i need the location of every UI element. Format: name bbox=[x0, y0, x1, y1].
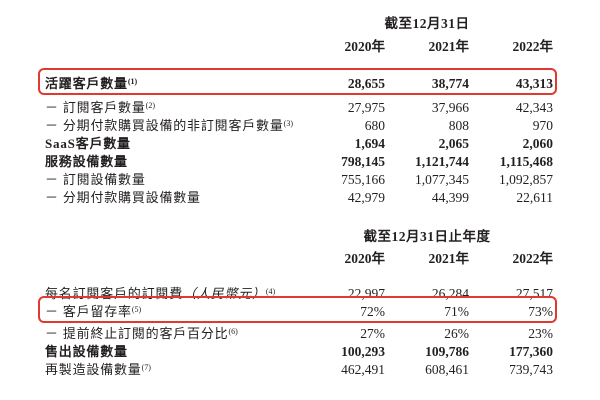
value-2022: 27,517 bbox=[515, 286, 553, 301]
value-2022: 22,611 bbox=[516, 190, 553, 205]
period-header: 截至12月31日 bbox=[384, 16, 470, 31]
metrics-table-year-ended-dec31: 截至12月31日止年度 2020年 2021年 2022年 每名訂閱客戶的訂閱費… bbox=[38, 228, 557, 379]
value-2021: 608,461 bbox=[425, 362, 469, 377]
value-2022: 1,092,857 bbox=[499, 172, 553, 187]
value-2020: 27,975 bbox=[347, 100, 385, 115]
period-header-row: 截至12月31日 bbox=[45, 15, 553, 33]
table-row-subscription-customers: － 訂閱客戶數量(2) 27,975 37,966 42,343 bbox=[45, 99, 553, 117]
row-label: 每名訂閱客戶的訂閱費（人民幣元）(4) bbox=[45, 285, 301, 303]
row-label: － 客戶留存率(5) bbox=[45, 303, 301, 321]
table-row-devices-in-service: 服務設備數量 798,145 1,121,744 1,115,468 bbox=[45, 153, 553, 171]
row-label: 服務設備數量 bbox=[45, 153, 301, 171]
value-2022: 23% bbox=[528, 326, 553, 341]
row-label-text: 活躍客戶數量 bbox=[45, 76, 128, 91]
period-header-row: 截至12月31日止年度 bbox=[45, 228, 553, 246]
table-row-active-customers: 活躍客戶數量(1) 28,655 38,774 43,313 bbox=[38, 68, 557, 95]
row-label-text: 售出設備數量 bbox=[45, 344, 128, 359]
value-2021: 1,121,744 bbox=[415, 154, 469, 169]
row-label-text: － 提前終止訂閱的客戶百分比 bbox=[45, 326, 229, 341]
row-label-text: － 訂閱設備數量 bbox=[45, 172, 146, 187]
row-label-text: 服務設備數量 bbox=[45, 154, 128, 169]
row-label: － 分期付款購買設備數量 bbox=[45, 189, 301, 207]
table-row-subscription-devices: － 訂閱設備數量 755,166 1,077,345 1,092,857 bbox=[45, 171, 553, 189]
row-label: 再製造設備數量(7) bbox=[45, 361, 301, 379]
row-label: 活躍客戶數量(1) bbox=[45, 75, 301, 93]
row-label-text: 每名訂閱客戶的訂閱費 bbox=[45, 286, 184, 301]
year-column-header-2021: 2021年 bbox=[428, 39, 470, 54]
table-row-installment-nonsubscription-customers: － 分期付款購買設備的非訂閱客戶數量(3) 680 808 970 bbox=[45, 117, 553, 135]
value-2020: 42,979 bbox=[347, 190, 385, 205]
footnote-marker: (4) bbox=[265, 287, 276, 296]
value-2022: 42,343 bbox=[515, 100, 553, 115]
value-2020: 27% bbox=[360, 326, 385, 341]
value-2022: 739,743 bbox=[509, 362, 553, 377]
row-label: － 提前終止訂閱的客戶百分比(6) bbox=[45, 325, 301, 343]
value-2021: 26% bbox=[444, 326, 469, 341]
value-2020: 462,491 bbox=[341, 362, 385, 377]
value-2020: 680 bbox=[364, 118, 385, 133]
row-label: － 分期付款購買設備的非訂閱客戶數量(3) bbox=[45, 117, 301, 135]
value-2021: 1,077,345 bbox=[415, 172, 469, 187]
value-2020: 100,293 bbox=[341, 344, 385, 359]
value-2020: 22,997 bbox=[347, 286, 385, 301]
value-2022: 1,115,468 bbox=[499, 154, 553, 169]
value-2020: 72% bbox=[360, 304, 385, 319]
row-label-text: 再製造設備數量 bbox=[45, 362, 142, 377]
year-column-header-2020: 2020年 bbox=[344, 251, 386, 266]
value-2021: 2,065 bbox=[438, 136, 469, 151]
value-2020: 755,166 bbox=[341, 172, 385, 187]
year-column-header-2021: 2021年 bbox=[428, 251, 470, 266]
row-label-text: － 分期付款購買設備的非訂閱客戶數量 bbox=[45, 118, 284, 133]
row-label-text: － 訂閱客戶數量 bbox=[45, 100, 146, 115]
row-label: － 訂閱客戶數量(2) bbox=[45, 99, 301, 117]
value-2021: 44,399 bbox=[431, 190, 469, 205]
year-column-header-2022: 2022年 bbox=[512, 39, 554, 54]
table-row-customer-retention-rate: － 客戶留存率(5) 72% 71% 73% bbox=[38, 296, 557, 323]
period-header: 截至12月31日止年度 bbox=[363, 229, 491, 244]
value-2020: 28,655 bbox=[347, 76, 385, 91]
footnote-marker: (1) bbox=[127, 77, 138, 86]
year-column-header-2022: 2022年 bbox=[512, 251, 554, 266]
row-label-currency-note: （人民幣元） bbox=[183, 286, 266, 301]
table-row-devices-sold: 售出設備數量 100,293 109,786 177,360 bbox=[45, 343, 553, 361]
table-row-early-termination-percentage: － 提前終止訂閱的客戶百分比(6) 27% 26% 23% bbox=[45, 325, 553, 343]
row-label-text: SaaS客戶數量 bbox=[45, 136, 131, 151]
value-2021: 37,966 bbox=[431, 100, 469, 115]
value-2021: 26,284 bbox=[431, 286, 469, 301]
value-2022: 43,313 bbox=[515, 76, 553, 91]
value-2021: 71% bbox=[444, 304, 469, 319]
value-2020: 798,145 bbox=[341, 154, 385, 169]
value-2021: 38,774 bbox=[431, 76, 469, 91]
value-2020: 1,694 bbox=[354, 136, 385, 151]
footnote-marker: (6) bbox=[228, 327, 238, 336]
footnote-marker: (7) bbox=[141, 363, 151, 372]
year-header-row: 2020年 2021年 2022年 bbox=[45, 38, 554, 56]
metrics-table-as-of-dec31: 截至12月31日 2020年 2021年 2022年 活躍客戶數量(1) 28,… bbox=[38, 15, 557, 207]
value-2022: 970 bbox=[532, 118, 553, 133]
table-row-subscription-fee-per-customer: 每名訂閱客戶的訂閱費（人民幣元）(4) 22,997 26,284 27,517 bbox=[45, 285, 553, 303]
value-2021: 808 bbox=[448, 118, 469, 133]
table-row-installment-purchased-devices: － 分期付款購買設備數量 42,979 44,399 22,611 bbox=[45, 189, 553, 207]
year-column-header-2020: 2020年 bbox=[344, 39, 386, 54]
value-2022: 73% bbox=[528, 304, 553, 319]
footnote-marker: (2) bbox=[145, 101, 155, 110]
value-2021: 109,786 bbox=[425, 344, 469, 359]
year-header-row: 2020年 2021年 2022年 bbox=[45, 250, 554, 268]
value-2022: 2,060 bbox=[522, 136, 553, 151]
row-label: 售出設備數量 bbox=[45, 343, 301, 361]
table-row-remanufactured-devices: 再製造設備數量(7) 462,491 608,461 739,743 bbox=[45, 361, 553, 379]
row-label-text: － 客戶留存率 bbox=[45, 304, 132, 319]
footnote-marker: (3) bbox=[283, 119, 293, 128]
row-label-text: － 分期付款購買設備數量 bbox=[45, 190, 201, 205]
table-row-saas-customers: SaaS客戶數量 1,694 2,065 2,060 bbox=[45, 135, 553, 153]
value-2022: 177,360 bbox=[509, 344, 553, 359]
row-label: － 訂閱設備數量 bbox=[45, 171, 301, 189]
row-label: SaaS客戶數量 bbox=[45, 135, 301, 153]
footnote-marker: (5) bbox=[131, 305, 142, 314]
